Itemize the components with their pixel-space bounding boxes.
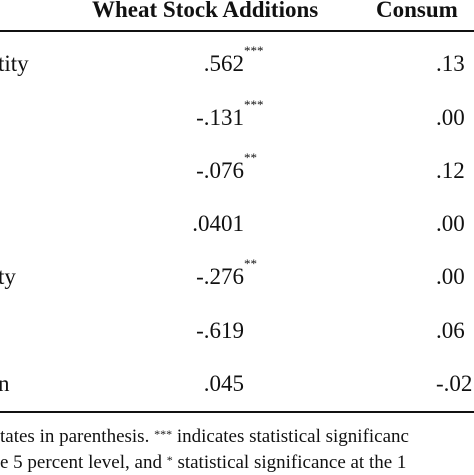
consumption-value: .00 [436,211,465,236]
row-label: tity [0,51,29,76]
wheat-stock-value: .562 [203,51,244,76]
consumption-value: .13 [436,51,465,76]
footnote-text: e 5 percent level, and [0,452,162,473]
row-label: ty [0,264,16,289]
table-row: -.619 .06 [0,317,474,363]
significance-stars: *** [244,97,264,112]
consumption-value: .00 [436,264,465,289]
consumption-value: .12 [436,158,465,183]
wheat-stock-value: .045 [203,371,244,396]
footnote-text: tates in parenthesis. [0,426,150,447]
footnote-superscript: * [166,453,173,467]
consumption-value: .06 [436,318,465,343]
wheat-stock-value: -.619 [196,318,244,343]
wheat-stock-value: .0401 [192,211,244,236]
consumption-value: -.02 [436,371,473,396]
significance-stars: ** [244,150,257,165]
table-row: n .045 -.02 [0,370,474,416]
footnote-text: statistical significance at the 1 [177,452,407,473]
row-label: n [0,371,10,396]
significance-stars: ** [244,256,257,271]
footnote-line-2: e 5 percent level, and * statistical sig… [0,451,406,475]
consumption-value: .00 [436,105,465,130]
bottom-rule [0,411,474,413]
column-header-consumption: Consum [376,0,458,22]
table-row: -.131 *** .00 [0,98,474,150]
column-header-wheat-stock-additions: Wheat Stock Additions [92,0,319,22]
wheat-stock-value: -.276 [196,264,244,289]
table-row: ty -.276 ** .00 [0,257,474,309]
wheat-stock-value: -.076 [196,158,244,183]
table-row: -.076 ** .12 [0,151,474,203]
footnote-superscript: *** [154,427,173,441]
significance-stars: *** [244,43,264,58]
footnote-line-1: tates in parenthesis. *** indicates stat… [0,425,409,449]
table-row: .0401 .00 [0,210,474,256]
footnote-text: indicates statistical significanc [176,426,409,447]
header-rule [0,30,474,32]
wheat-stock-value: -.131 [196,105,244,130]
table-row: tity .562 *** .13 [0,44,474,96]
